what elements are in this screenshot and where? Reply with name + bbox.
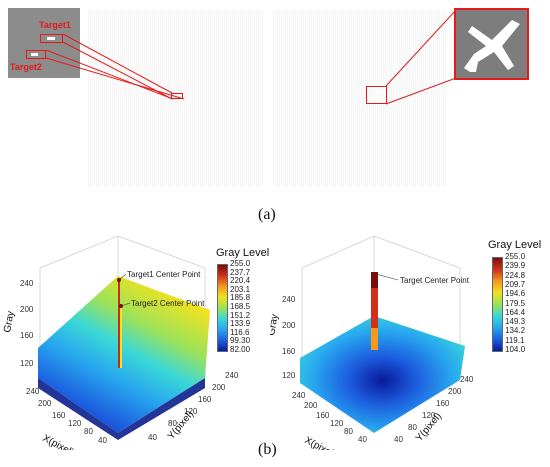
colorbar-tick-label: 164.4 bbox=[505, 307, 526, 317]
y-tick: 80 bbox=[168, 419, 177, 428]
x-tick: 120 bbox=[68, 419, 82, 428]
colorbar-tick-label: 239.9 bbox=[505, 261, 526, 271]
colorbar-tick-label: 133.9 bbox=[230, 319, 251, 329]
surface-left bbox=[38, 276, 210, 433]
z-axis-label: Gray bbox=[270, 313, 281, 336]
z-tick: 120 bbox=[20, 359, 34, 368]
target2-label: Target2 bbox=[10, 62, 42, 72]
airplane-icon bbox=[456, 10, 527, 78]
x-axis-label: X(pixel) bbox=[41, 433, 76, 450]
z-tick: 200 bbox=[20, 305, 34, 314]
z-tick: 160 bbox=[20, 331, 34, 340]
colorbar-tick-label: 149.3 bbox=[505, 317, 526, 327]
infrared-image-1 bbox=[87, 10, 264, 187]
x-tick: 240 bbox=[292, 391, 306, 400]
z-tick: 240 bbox=[282, 295, 296, 304]
surface-right bbox=[300, 316, 465, 433]
colorbar-tick-label: 99.30 bbox=[230, 336, 251, 346]
colorbar-tick-label: 185.8 bbox=[230, 293, 251, 303]
thumbnail-image: Target1 Target2 bbox=[8, 8, 80, 78]
zoom-inset bbox=[454, 8, 529, 80]
colorbar-tick-label: 179.5 bbox=[505, 298, 526, 308]
x-tick: 160 bbox=[52, 411, 66, 420]
colorbar-tick-label: 209.7 bbox=[505, 279, 526, 289]
colorbar-title-left: Gray Level bbox=[216, 247, 270, 259]
surface-plot-left: Target1 Center Point Target2 Center Poin… bbox=[2, 235, 239, 450]
airplane-icon-small bbox=[370, 90, 382, 100]
y-tick: 40 bbox=[394, 435, 403, 444]
connector-lines bbox=[45, 9, 457, 105]
surface-plot-right: Target Center Point 240 200 160 120 Gray… bbox=[270, 235, 474, 450]
y-tick: 160 bbox=[436, 399, 450, 408]
colorbar-tick-label: 116.6 bbox=[230, 327, 250, 337]
target1-box bbox=[40, 34, 63, 43]
y-tick: 80 bbox=[408, 423, 417, 432]
colorbar-tick-label: 237.7 bbox=[230, 267, 251, 277]
colorbar-tick-label: 194.6 bbox=[505, 289, 526, 299]
zoom-box-2 bbox=[366, 86, 387, 104]
colorbar-tick-label: 134.2 bbox=[505, 326, 526, 336]
colorbar-tick-label: 203.1 bbox=[230, 284, 251, 294]
annotation-target1: Target1 Center Point bbox=[127, 270, 201, 279]
colorbar-tick-label: 255.0 bbox=[230, 259, 251, 268]
z-tick: 160 bbox=[282, 347, 296, 356]
y-tick: 240 bbox=[460, 375, 474, 384]
y-tick: 200 bbox=[212, 383, 226, 392]
y-tick: 120 bbox=[422, 411, 436, 420]
z-tick: 120 bbox=[282, 371, 296, 380]
x-tick: 120 bbox=[330, 419, 344, 428]
y-tick: 160 bbox=[198, 395, 212, 404]
target-spike bbox=[371, 272, 378, 350]
z-tick: 200 bbox=[282, 321, 296, 330]
colorbar-left bbox=[217, 264, 228, 352]
x-tick: 240 bbox=[26, 387, 40, 396]
colorbar-tick-label: 220.4 bbox=[230, 276, 251, 286]
x-axis-label: X(pixel) bbox=[303, 435, 338, 450]
y-tick: 40 bbox=[148, 433, 157, 442]
colorbar-right bbox=[492, 257, 503, 352]
y-tick: 120 bbox=[184, 407, 198, 416]
colorbar-tick-label: 82.00 bbox=[230, 345, 251, 354]
y-tick: 240 bbox=[225, 371, 239, 380]
zoom-box-1 bbox=[171, 93, 183, 99]
x-tick: 40 bbox=[358, 435, 367, 444]
x-tick: 80 bbox=[84, 427, 93, 436]
caption-a: (a) bbox=[258, 206, 276, 223]
colorbar-tick-label: 168.5 bbox=[230, 302, 251, 311]
annotation-target: Target Center Point bbox=[400, 276, 470, 285]
target2-box bbox=[26, 50, 46, 59]
colorbar-title-right: Gray Level bbox=[488, 239, 542, 251]
x-tick: 40 bbox=[98, 436, 107, 445]
colorbar-tick-label: 104.0 bbox=[505, 345, 526, 354]
colorbar-tick-label: 255.0 bbox=[505, 252, 526, 261]
target1-label: Target1 bbox=[39, 20, 71, 30]
annotation-target2: Target2 Center Point bbox=[131, 299, 205, 308]
infrared-image-2 bbox=[272, 10, 447, 187]
z-tick: 240 bbox=[20, 279, 34, 288]
colorbar-tick-label: 119.1 bbox=[505, 335, 525, 345]
colorbar-tick-label: 224.8 bbox=[505, 270, 526, 280]
x-tick: 200 bbox=[38, 399, 52, 408]
y-tick: 200 bbox=[448, 387, 462, 396]
colorbar-tick-label: 151.2 bbox=[230, 310, 251, 320]
z-axis-label: Gray bbox=[2, 310, 17, 333]
x-tick: 200 bbox=[304, 401, 318, 410]
x-tick: 160 bbox=[316, 411, 330, 420]
x-tick: 80 bbox=[344, 427, 353, 436]
caption-b: (b) bbox=[258, 441, 277, 458]
